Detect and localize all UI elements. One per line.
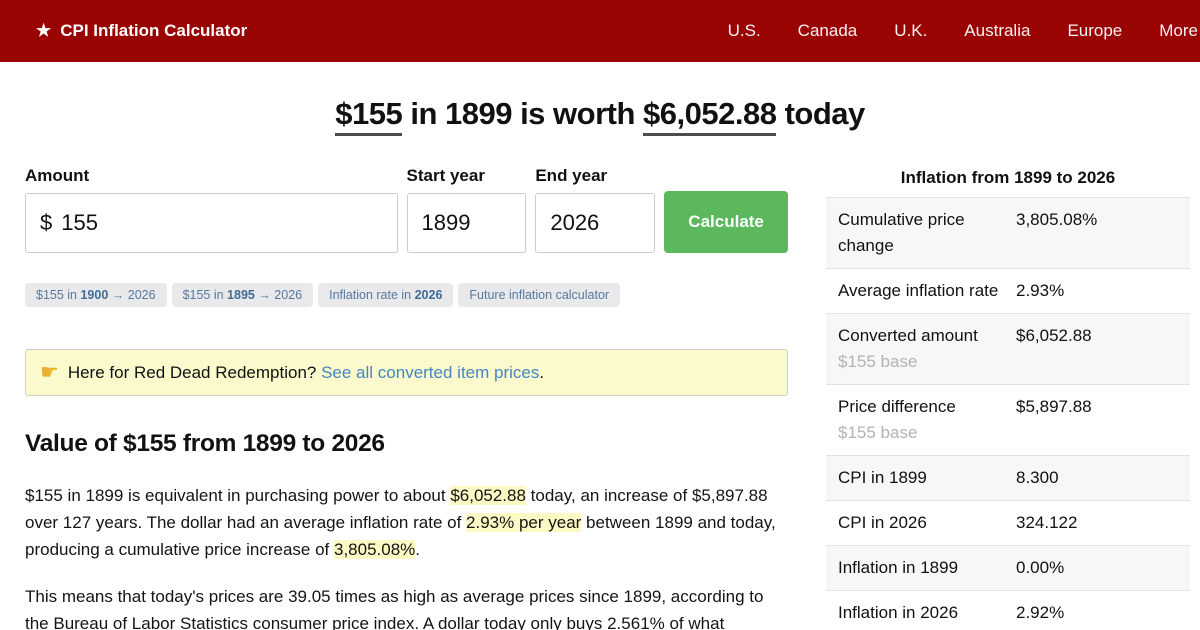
chip-text: → 2026 [108,288,156,302]
highlight-inflation-rate: 2.93% per year [466,513,582,532]
table-row: Cumulative price change 3,805.08% [826,197,1190,268]
highlight-cumulative-increase: 3,805.08% [334,540,416,559]
converted-prices-link[interactable]: See all converted item prices [321,362,540,382]
chip-bold: 1895 [227,288,255,302]
promo-question: Here for Red Dead Redemption? [67,362,322,382]
chip-1895-link[interactable]: $155 in 1895 → 2026 [171,283,314,307]
page-title-mid: in 1899 is worth [402,96,644,131]
row-value: 2.93% [1016,281,1065,300]
amount-field[interactable]: $ [25,193,398,253]
star-icon: ★ [36,21,52,40]
paragraph-price-comparison: This means that today's prices are 39.05… [25,587,764,630]
chip-future-calculator-link[interactable]: Future inflation calculator [458,283,621,307]
promo-period: . [539,362,545,382]
promo-text: Here for Red Dead Redemption? See all co… [68,363,544,383]
row-label: Inflation in 2026 [838,603,959,622]
calculate-button[interactable]: Calculate [664,191,789,253]
pointing-hand-icon: ☛ [40,361,59,384]
nav-item-us[interactable]: U.S. [727,21,761,40]
navbar: ★ CPI Inflation Calculator U.S. Canada U… [0,0,1200,62]
paragraph-value-summary: $155 in 1899 is equivalent in purchasing… [25,482,788,563]
currency-symbol: $ [40,210,53,235]
calculator-form: Amount $ Start year End year Calculate [25,166,789,253]
inflation-stats-table: Cumulative price change 3,805.08% Averag… [826,197,1190,630]
table-row: Inflation in 1899 0.00% [826,545,1190,590]
nav-item-more[interactable]: More [1159,21,1198,40]
table-row: Inflation in 2026 2.92% [826,590,1190,630]
row-value: 324.122 [1016,513,1078,532]
chip-1900-link[interactable]: $155 in 1900 → 2026 [25,283,167,307]
sidebar-title: Inflation from 1899 to 2026 [900,168,1116,187]
start-year-field[interactable] [406,193,527,253]
row-value: 2.92% [1016,603,1065,622]
row-value: $6,052.88 [1016,326,1092,345]
row-value: 8.300 [1016,468,1059,487]
row-label: Converted amount [838,326,978,345]
p1-text: between 1899 and today, producing a cumu… [25,513,776,559]
row-value: $5,897.88 [1016,397,1092,416]
nav-item-europe[interactable]: Europe [1067,21,1123,40]
amount-input[interactable] [61,210,383,236]
chip-bold: 2026 [414,288,443,302]
row-label: Inflation in 1899 [838,558,959,577]
row-sublabel: $155 base [838,423,918,442]
article: Value of $155 from 1899 to 2026 $155 in … [25,430,788,630]
sidebar: Inflation from 1899 to 2026 Cumulative p… [826,166,1190,630]
row-label: Average inflation rate [838,281,999,300]
chip-text: → 2026 [254,288,303,302]
row-label: CPI in 2026 [838,513,927,532]
brand-title: CPI Inflation Calculator [60,21,248,40]
start-year-label: Start year [406,166,485,185]
nav-item-canada[interactable]: Canada [797,21,858,40]
quick-links: $155 in 1900 → 2026 $155 in 1895 → 2026 … [25,283,788,307]
row-label: Cumulative price change [838,210,965,255]
end-year-label: End year [535,166,608,185]
nav-item-uk[interactable]: U.K. [894,21,928,40]
p1-text: today, an increase of $5,897.88 over 127… [25,486,768,532]
main-column: Amount $ Start year End year Calculate [25,166,789,630]
row-value: 3,805.08% [1016,210,1098,229]
amount-label: Amount [25,166,90,185]
content: Amount $ Start year End year Calculate [0,158,1200,630]
p1-text: . [415,540,421,559]
original-amount: $155 [335,96,403,136]
page-title: $155 in 1899 is worth $6,052.88 today [0,96,1200,136]
page-title-tail: today [776,96,866,131]
chip-text: $155 in [36,288,81,302]
table-row: CPI in 2026 324.122 [826,500,1190,545]
converted-amount: $6,052.88 [643,96,777,136]
nav-item-australia[interactable]: Australia [964,21,1031,40]
chip-bold: 1900 [80,288,109,302]
row-label: CPI in 1899 [838,468,927,487]
row-label: Price difference [838,397,956,416]
section-title: Value of $155 from 1899 to 2026 [25,430,385,457]
chip-text: Future inflation calculator [469,288,610,302]
row-value: 0.00% [1016,558,1065,577]
table-row: Price difference $155 base $5,897.88 [826,384,1190,455]
p1-text: $155 in 1899 is equivalent in purchasing… [25,486,451,505]
end-year-input[interactable] [550,210,641,236]
row-sublabel: $155 base [838,352,918,371]
table-row: Converted amount $155 base $6,052.88 [826,313,1190,384]
chip-text: Inflation rate in [329,288,415,302]
chip-inflation-rate-link[interactable]: Inflation rate in 2026 [318,283,454,307]
start-year-input[interactable] [421,210,512,236]
brand-link[interactable]: ★ CPI Inflation Calculator [36,21,247,41]
chip-text: $155 in [182,288,228,302]
table-row: CPI in 1899 8.300 [826,455,1190,500]
table-row: Average inflation rate 2.93% [826,268,1190,313]
nav-menu: U.S. Canada U.K. Australia Europe More [728,21,1200,41]
highlight-converted-amount: $6,052.88 [450,486,526,505]
promo-banner: ☛ Here for Red Dead Redemption? See all … [25,349,788,396]
end-year-field[interactable] [535,193,656,253]
